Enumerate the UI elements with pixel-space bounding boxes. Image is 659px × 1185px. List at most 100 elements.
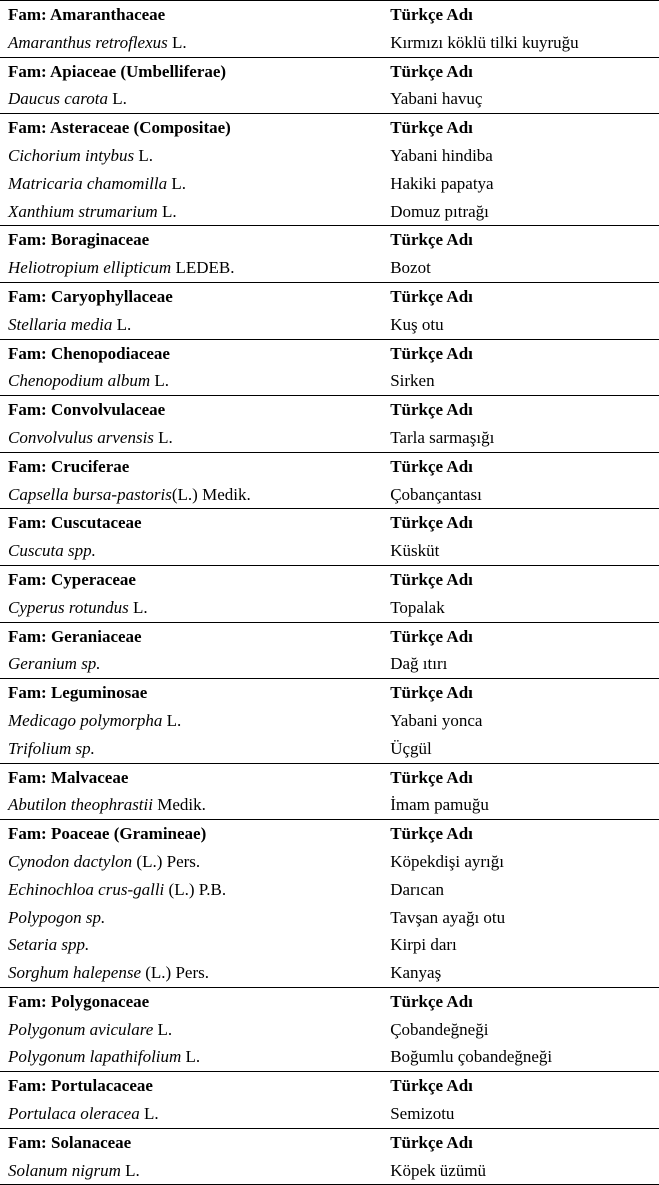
- species-turkish-cell: Bozot: [382, 254, 659, 282]
- species-authority: L.: [134, 146, 153, 165]
- species-latin-cell: Polygonum aviculare L.: [0, 1016, 382, 1044]
- species-row: Daucus carota L.Yabani havuç: [0, 85, 659, 113]
- species-row: Convolvulus arvensis L.Tarla sarmaşığı: [0, 424, 659, 452]
- species-turkish-cell: Kanyaş: [382, 959, 659, 987]
- species-latin-cell: Stellaria media L.: [0, 311, 382, 339]
- turkish-header-cell: Türkçe Adı: [382, 1, 659, 29]
- species-latin-cell: Cynodon dactylon (L.) Pers.: [0, 848, 382, 876]
- species-authority: (L.) P.B.: [164, 880, 226, 899]
- family-name-cell: Fam: Polygonaceae: [0, 987, 382, 1015]
- species-authority: (L.) Pers.: [141, 963, 209, 982]
- species-authority: (L.) Pers.: [132, 852, 200, 871]
- species-authority: L.: [162, 711, 181, 730]
- family-header-row: Fam: ChenopodiaceaeTürkçe Adı: [0, 339, 659, 367]
- turkish-header-cell: Türkçe Adı: [382, 509, 659, 537]
- species-row: Matricaria chamomilla L.Hakiki papatya: [0, 170, 659, 198]
- species-turkish-cell: Hakiki papatya: [382, 170, 659, 198]
- species-authority: L.: [158, 202, 177, 221]
- species-latin-name: Convolvulus arvensis: [8, 428, 154, 447]
- species-row: Polypogon sp. Tavşan ayağı otu: [0, 904, 659, 932]
- species-latin-name: Capsella bursa-pastoris: [8, 485, 172, 504]
- species-turkish-cell: Köpek üzümü: [382, 1157, 659, 1185]
- species-latin-name: Cuscuta spp.: [8, 541, 96, 560]
- species-turkish-cell: Üçgül: [382, 735, 659, 763]
- species-latin-cell: Polygonum lapathifolium L.: [0, 1043, 382, 1071]
- species-latin-name: Geranium sp.: [8, 654, 101, 673]
- species-row: Heliotropium ellipticum LEDEB.Bozot: [0, 254, 659, 282]
- species-row: Amaranthus retroflexus L.Kırmızı köklü t…: [0, 29, 659, 57]
- species-turkish-cell: Sirken: [382, 367, 659, 395]
- family-header-row: Fam: CyperaceaeTürkçe Adı: [0, 565, 659, 593]
- species-authority: L.: [181, 1047, 200, 1066]
- species-turkish-cell: Darıcan: [382, 876, 659, 904]
- species-latin-cell: Trifolium sp.: [0, 735, 382, 763]
- species-latin-cell: Capsella bursa-pastoris(L.) Medik.: [0, 481, 382, 509]
- species-latin-name: Abutilon theophrastii: [8, 795, 153, 814]
- species-row: Polygonum lapathifolium L.Boğumlu çoband…: [0, 1043, 659, 1071]
- family-header-row: Fam: CaryophyllaceaeTürkçe Adı: [0, 282, 659, 310]
- turkish-header-cell: Türkçe Adı: [382, 565, 659, 593]
- species-turkish-cell: Boğumlu çobandeğneği: [382, 1043, 659, 1071]
- family-name-cell: Fam: Chenopodiaceae: [0, 339, 382, 367]
- species-latin-name: Polygonum lapathifolium: [8, 1047, 181, 1066]
- turkish-header-cell: Türkçe Adı: [382, 282, 659, 310]
- plant-family-tbody: Fam: AmaranthaceaeTürkçe AdıAmaranthus r…: [0, 1, 659, 1185]
- species-row: Abutilon theophrastii Medik.İmam pamuğu: [0, 791, 659, 819]
- species-latin-name: Polygonum aviculare: [8, 1020, 153, 1039]
- species-latin-name: Cichorium intybus: [8, 146, 134, 165]
- species-row: Xanthium strumarium L.Domuz pıtrağı: [0, 198, 659, 226]
- species-latin-name: Stellaria media: [8, 315, 112, 334]
- species-row: Sorghum halepense (L.) Pers. Kanyaş: [0, 959, 659, 987]
- family-header-row: Fam: SolanaceaeTürkçe Adı: [0, 1128, 659, 1156]
- species-latin-name: Daucus carota: [8, 89, 108, 108]
- species-latin-name: Cyperus rotundus: [8, 598, 129, 617]
- family-name-cell: Fam: Asteraceae (Compositae): [0, 114, 382, 142]
- species-turkish-cell: Semizotu: [382, 1100, 659, 1128]
- species-turkish-cell: Kirpi darı: [382, 931, 659, 959]
- species-row: Cuscuta spp.Küsküt: [0, 537, 659, 565]
- family-name-cell: Fam: Cuscutaceae: [0, 509, 382, 537]
- species-latin-name: Polypogon sp.: [8, 908, 105, 927]
- species-turkish-cell: Tavşan ayağı otu: [382, 904, 659, 932]
- species-turkish-cell: Yabani yonca: [382, 707, 659, 735]
- species-row: Solanum nigrum L.Köpek üzümü: [0, 1157, 659, 1185]
- species-latin-cell: Xanthium strumarium L.: [0, 198, 382, 226]
- species-latin-cell: Amaranthus retroflexus L.: [0, 29, 382, 57]
- family-name-cell: Fam: Portulacaceae: [0, 1072, 382, 1100]
- species-authority: L.: [153, 1020, 172, 1039]
- species-latin-name: Solanum nigrum: [8, 1161, 121, 1180]
- species-turkish-cell: Tarla sarmaşığı: [382, 424, 659, 452]
- species-latin-cell: Chenopodium album L.: [0, 367, 382, 395]
- species-latin-name: Sorghum halepense: [8, 963, 141, 982]
- family-header-row: Fam: Apiaceae (Umbelliferae)Türkçe Adı: [0, 57, 659, 85]
- species-latin-cell: Geranium sp.: [0, 650, 382, 678]
- species-authority: (L.) Medik.: [172, 485, 251, 504]
- species-authority: L.: [168, 33, 187, 52]
- species-latin-name: Xanthium strumarium: [8, 202, 158, 221]
- species-row: Trifolium sp.Üçgül: [0, 735, 659, 763]
- species-row: Cyperus rotundus L.Topalak: [0, 594, 659, 622]
- species-row: Medicago polymorpha L. Yabani yonca: [0, 707, 659, 735]
- turkish-header-cell: Türkçe Adı: [382, 396, 659, 424]
- family-header-row: Fam: BoraginaceaeTürkçe Adı: [0, 226, 659, 254]
- family-name-cell: Fam: Poaceae (Gramineae): [0, 820, 382, 848]
- species-latin-cell: Setaria spp.: [0, 931, 382, 959]
- species-turkish-cell: Kırmızı köklü tilki kuyruğu: [382, 29, 659, 57]
- species-authority: L.: [112, 315, 131, 334]
- family-header-row: Fam: CuscutaceaeTürkçe Adı: [0, 509, 659, 537]
- species-latin-cell: Cyperus rotundus L.: [0, 594, 382, 622]
- turkish-header-cell: Türkçe Adı: [382, 679, 659, 707]
- species-row: Capsella bursa-pastoris(L.) Medik.Çobanç…: [0, 481, 659, 509]
- species-authority: L.: [150, 371, 169, 390]
- species-authority: Medik.: [153, 795, 206, 814]
- family-header-row: Fam: PolygonaceaeTürkçe Adı: [0, 987, 659, 1015]
- species-row: Stellaria media L.Kuş otu: [0, 311, 659, 339]
- turkish-header-cell: Türkçe Adı: [382, 1128, 659, 1156]
- species-turkish-cell: Kuş otu: [382, 311, 659, 339]
- species-authority: L.: [129, 598, 148, 617]
- species-latin-name: Portulaca oleracea: [8, 1104, 140, 1123]
- species-latin-cell: Heliotropium ellipticum LEDEB.: [0, 254, 382, 282]
- species-latin-name: Heliotropium ellipticum: [8, 258, 171, 277]
- family-name-cell: Fam: Leguminosae: [0, 679, 382, 707]
- species-latin-name: Medicago polymorpha: [8, 711, 162, 730]
